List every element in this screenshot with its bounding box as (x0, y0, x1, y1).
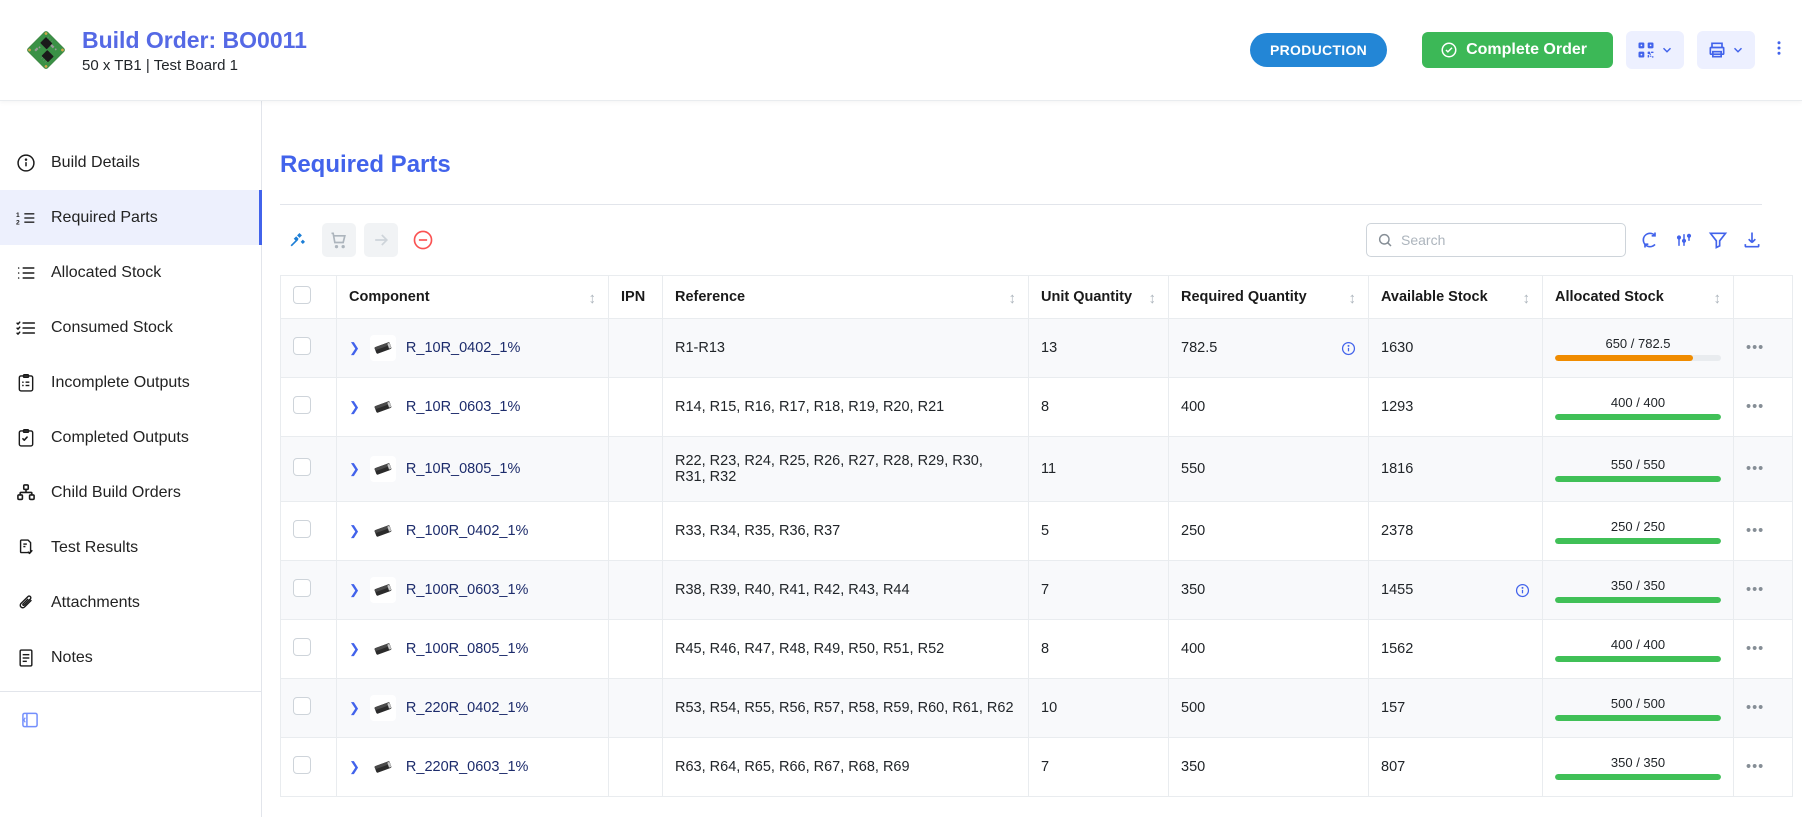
svg-text:2: 2 (16, 219, 20, 226)
svg-text:1: 1 (16, 212, 20, 219)
